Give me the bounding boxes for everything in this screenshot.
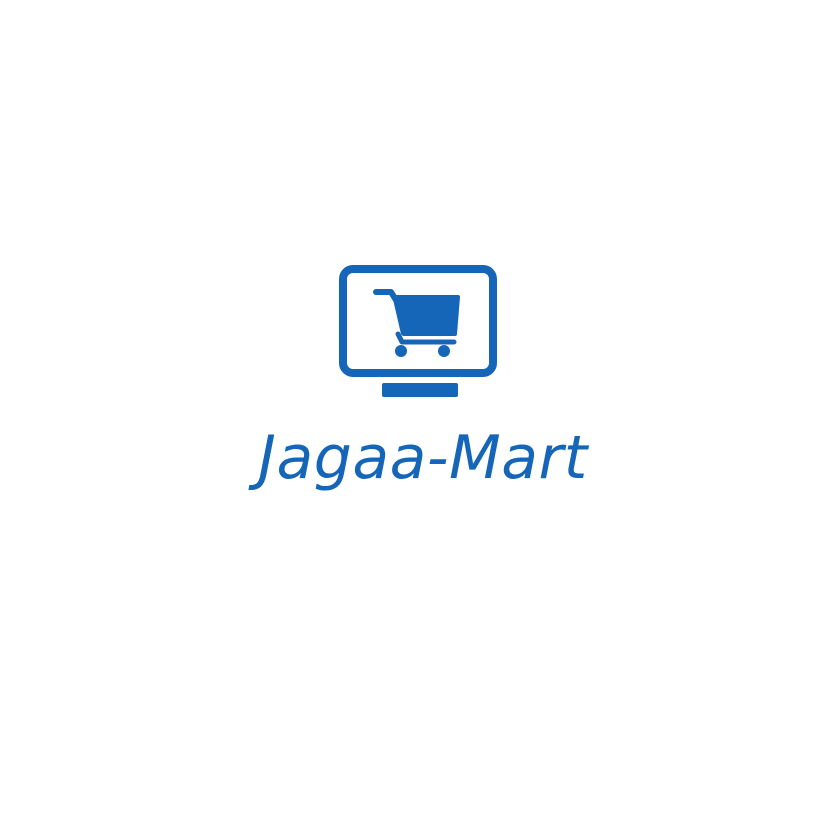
monitor-frame — [339, 265, 497, 377]
monitor-stand — [382, 383, 458, 397]
brand-name: Jagaa-Mart — [258, 423, 588, 493]
shopping-cart-icon — [373, 289, 460, 357]
monitor-with-shopping-cart-icon — [339, 265, 497, 397]
